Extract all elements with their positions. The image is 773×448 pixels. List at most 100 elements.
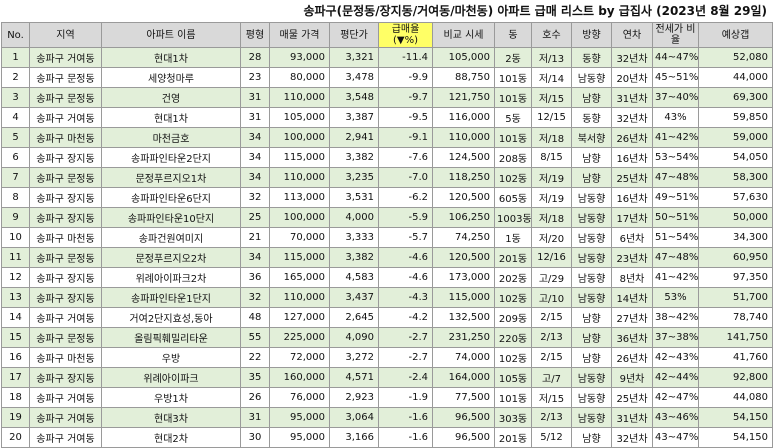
cell-price: 93,000 xyxy=(269,47,330,68)
cell-unit-price: 3,531 xyxy=(329,187,379,208)
cell-comparison-price: 96,500 xyxy=(432,407,495,428)
cell-jeonse-ratio: 53% xyxy=(652,287,699,308)
cell-direction: 남향 xyxy=(571,147,612,168)
table-row: 20 송파구 거여동 현대2차 30 95,000 3,166 -1.6 96,500 201동… xyxy=(1,427,773,448)
cell-row-number: 11 xyxy=(1,247,30,268)
cell-unit-price: 4,090 xyxy=(329,327,379,348)
cell-apartment-name: 문정푸르지오2차 xyxy=(101,247,241,268)
cell-direction: 남동향 xyxy=(571,287,612,308)
cell-building: 209동 xyxy=(494,307,532,328)
cell-floor: 저/18 xyxy=(531,207,572,228)
cell-size: 34 xyxy=(240,147,270,168)
cell-expected-gap: 50,000 xyxy=(698,207,773,228)
cell-floor: 8/15 xyxy=(531,147,572,168)
cell-building: 605동 xyxy=(494,187,532,208)
table-row: 9 송파구 장지동 송파파인타운10단지 25 100,000 4,000 -5.9 106,… xyxy=(1,207,773,228)
cell-expected-gap: 78,740 xyxy=(698,307,773,328)
column-header-direction: 방향 xyxy=(571,22,612,48)
cell-region: 송파구 거여동 xyxy=(29,47,102,68)
cell-discount-rate: -1.6 xyxy=(378,427,433,448)
cell-comparison-price: 231,250 xyxy=(432,327,495,348)
cell-age: 14년차 xyxy=(611,287,653,308)
cell-price: 110,000 xyxy=(269,287,330,308)
cell-direction: 남동향 xyxy=(571,67,612,88)
cell-direction: 남향 xyxy=(571,427,612,448)
cell-unit-price: 3,166 xyxy=(329,427,379,448)
cell-row-number: 12 xyxy=(1,267,30,288)
table-row: 8 송파구 장지동 송파파인타운6단지 32 113,000 3,531 -6.2 120,5… xyxy=(1,187,773,208)
cell-region: 송파구 거여동 xyxy=(29,407,102,428)
cell-row-number: 15 xyxy=(1,327,30,348)
cell-building: 202동 xyxy=(494,267,532,288)
column-header-apartment: 아파트 이름 xyxy=(101,22,241,48)
cell-unit-price: 4,571 xyxy=(329,367,379,388)
cell-discount-rate: -1.9 xyxy=(378,387,433,408)
cell-expected-gap: 34,300 xyxy=(698,227,773,248)
cell-age: 8년차 xyxy=(611,267,653,288)
cell-floor: 12/15 xyxy=(531,107,572,128)
cell-size: 35 xyxy=(240,367,270,388)
cell-size: 21 xyxy=(240,227,270,248)
table-row: 1 송파구 거여동 현대1차 28 93,000 3,321 -11.4 105,000 2동 저… xyxy=(1,47,773,68)
cell-unit-price: 3,387 xyxy=(329,107,379,128)
cell-unit-price: 2,941 xyxy=(329,127,379,148)
cell-comparison-price: 121,750 xyxy=(432,87,495,108)
cell-age: 23년차 xyxy=(611,247,653,268)
cell-age: 26년차 xyxy=(611,127,653,148)
cell-direction: 남동향 xyxy=(571,227,612,248)
cell-age: 25년차 xyxy=(611,167,653,188)
cell-apartment-name: 현대1차 xyxy=(101,107,241,128)
column-header-no: No. xyxy=(1,22,30,48)
cell-size: 32 xyxy=(240,287,270,308)
cell-age: 31년차 xyxy=(611,87,653,108)
listing-table: No. 지역 아파트 이름 평형 매물 가격 평단가 급매율 (▼%) 비교 시… xyxy=(1,22,773,448)
cell-unit-price: 3,437 xyxy=(329,287,379,308)
table-row: 3 송파구 문정동 건영 31 110,000 3,548 -9.7 121,750 101동 저… xyxy=(1,87,773,108)
table-row: 15 송파구 문정동 올림픽훼밀리타운 55 225,000 4,090 -2.7 231,2… xyxy=(1,327,773,348)
cell-apartment-name: 거여2단지효성,동아 xyxy=(101,307,241,328)
cell-expected-gap: 58,300 xyxy=(698,167,773,188)
cell-region: 송파구 장지동 xyxy=(29,287,102,308)
cell-unit-price: 3,382 xyxy=(329,147,379,168)
cell-region: 송파구 거여동 xyxy=(29,107,102,128)
cell-size: 30 xyxy=(240,427,270,448)
cell-row-number: 19 xyxy=(1,407,30,428)
cell-apartment-name: 건영 xyxy=(101,87,241,108)
cell-price: 72,000 xyxy=(269,347,330,368)
cell-jeonse-ratio: 45~51% xyxy=(652,67,699,88)
cell-floor: 12/16 xyxy=(531,247,572,268)
cell-size: 28 xyxy=(240,47,270,68)
cell-apartment-name: 마천금호 xyxy=(101,127,241,148)
cell-building: 101동 xyxy=(494,87,532,108)
cell-age: 31년차 xyxy=(611,407,653,428)
cell-apartment-name: 우방 xyxy=(101,347,241,368)
cell-unit-price: 4,583 xyxy=(329,267,379,288)
cell-discount-rate: -4.6 xyxy=(378,247,433,268)
cell-region: 송파구 장지동 xyxy=(29,207,102,228)
cell-age: 27년차 xyxy=(611,307,653,328)
cell-price: 100,000 xyxy=(269,207,330,228)
cell-price: 95,000 xyxy=(269,427,330,448)
cell-apartment-name: 현대1차 xyxy=(101,47,241,68)
table-row: 2 송파구 문정동 세양청마루 23 80,000 3,478 -9.9 88,750 101동… xyxy=(1,67,773,88)
cell-discount-rate: -7.0 xyxy=(378,167,433,188)
cell-age: 32년차 xyxy=(611,47,653,68)
cell-direction: 남동향 xyxy=(571,387,612,408)
cell-building: 208동 xyxy=(494,147,532,168)
cell-building: 102동 xyxy=(494,287,532,308)
cell-direction: 남동향 xyxy=(571,247,612,268)
cell-comparison-price: 105,000 xyxy=(432,47,495,68)
table-row: 11 송파구 문정동 문정푸르지오2차 34 115,000 3,382 -4.6 120,5… xyxy=(1,247,773,268)
table-row: 18 송파구 거여동 우방1차 26 76,000 2,923 -1.9 77,500 101동… xyxy=(1,387,773,408)
cell-discount-rate: -4.2 xyxy=(378,307,433,328)
cell-row-number: 1 xyxy=(1,47,30,68)
table-row: 4 송파구 거여동 현대1차 31 105,000 3,387 -9.5 116,000 5동 1… xyxy=(1,107,773,128)
column-header-unit-price: 평단가 xyxy=(329,22,379,48)
cell-floor: 저/18 xyxy=(531,127,572,148)
cell-price: 80,000 xyxy=(269,67,330,88)
column-header-floor: 호수 xyxy=(531,22,572,48)
cell-comparison-price: 88,750 xyxy=(432,67,495,88)
cell-expected-gap: 69,300 xyxy=(698,87,773,108)
cell-price: 225,000 xyxy=(269,327,330,348)
cell-row-number: 7 xyxy=(1,167,30,188)
